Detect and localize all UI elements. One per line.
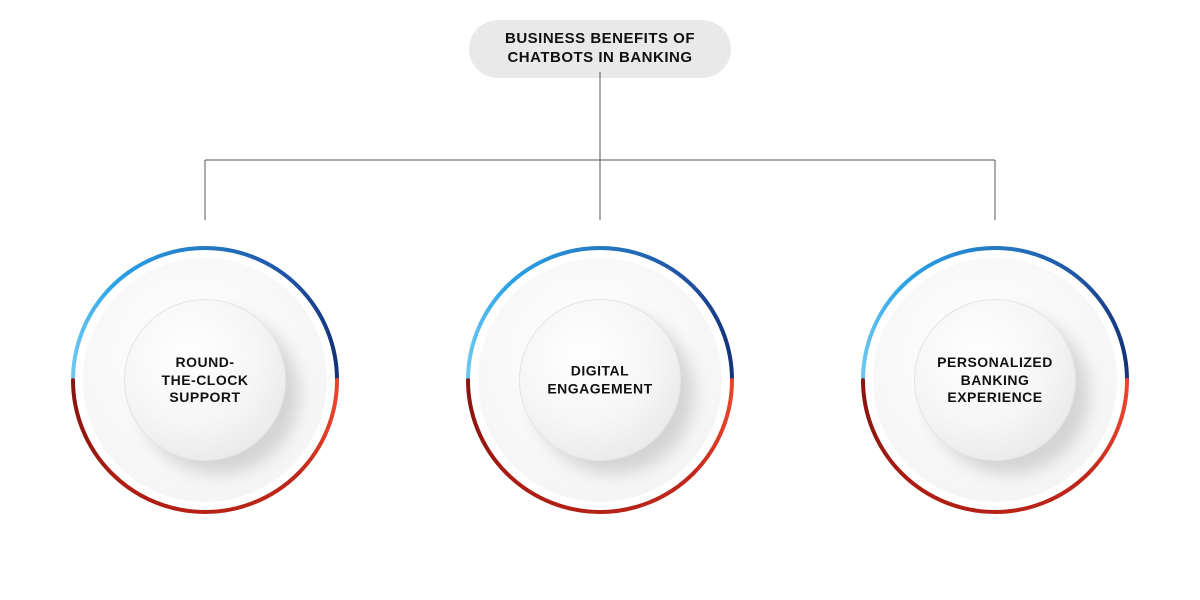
benefit-node-label: ROUND- THE-CLOCK SUPPORT (125, 354, 285, 407)
diagram-title-line2: CHATBOTS IN BANKING (507, 49, 692, 66)
benefit-node-label: DIGITAL ENGAGEMENT (520, 363, 680, 398)
benefit-node-label: PERSONALIZED BANKING EXPERIENCE (915, 354, 1075, 407)
diagram-title-pill: BUSINESS BENEFITS OF CHATBOTS IN BANKING (469, 20, 731, 78)
diagram-title-line1: BUSINESS BENEFITS OF (505, 30, 695, 47)
benefit-node-0: ROUND- THE-CLOCK SUPPORT (70, 245, 340, 515)
benefit-node-2: PERSONALIZED BANKING EXPERIENCE (860, 245, 1130, 515)
benefit-node-1: DIGITAL ENGAGEMENT (465, 245, 735, 515)
